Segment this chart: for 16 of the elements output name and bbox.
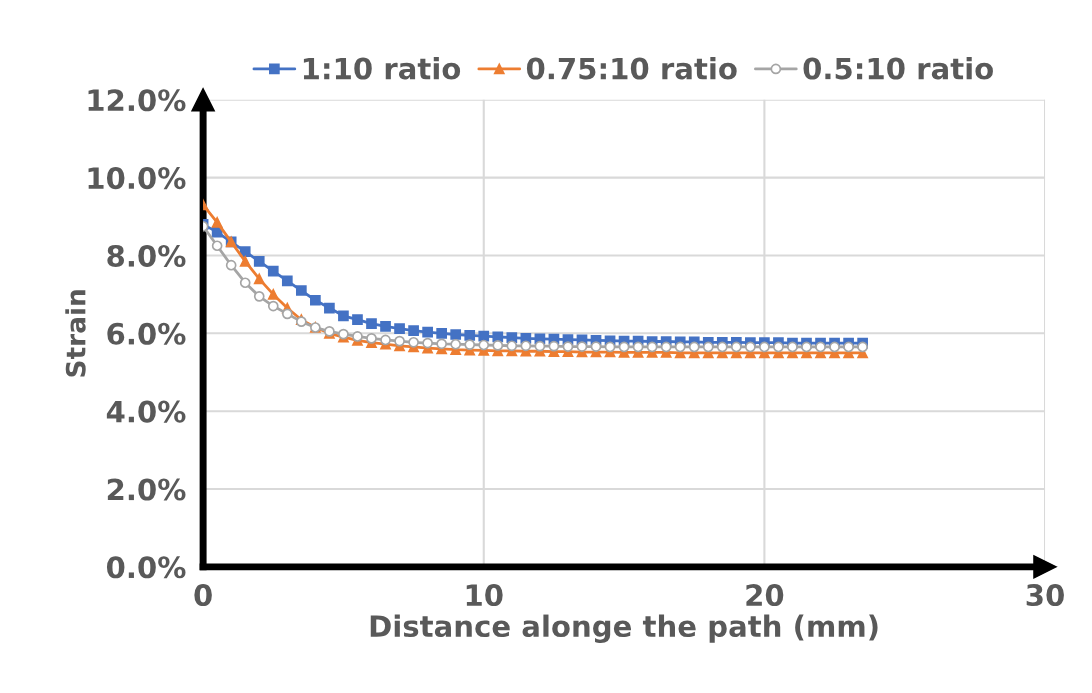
- y-tick-label: 8.0%: [107, 244, 186, 267]
- legend-label: 0.75:10 ratio: [526, 56, 737, 80]
- x-axis-title: Distance alonge the path (mm): [370, 614, 878, 643]
- y-tick-label: 0.0%: [106, 556, 186, 579]
- legend-label: 0.5:10 ratio: [803, 56, 993, 80]
- y-axis-title: Strain: [65, 290, 86, 377]
- x-tick-label: 20: [746, 584, 784, 607]
- y-tick-label: 4.0%: [106, 400, 186, 423]
- y-tick-label: 12.0%: [88, 89, 186, 112]
- y-tick-label: 2.0%: [107, 478, 186, 501]
- x-tick-label: 10: [466, 584, 503, 607]
- y-tick-label: 10.0%: [88, 167, 186, 190]
- x-tick-label: 0: [194, 584, 212, 607]
- x-tick-label: 30: [1026, 584, 1064, 607]
- y-tick-label: 6.0%: [107, 322, 186, 345]
- legend-label: 1:10 ratio: [303, 56, 461, 80]
